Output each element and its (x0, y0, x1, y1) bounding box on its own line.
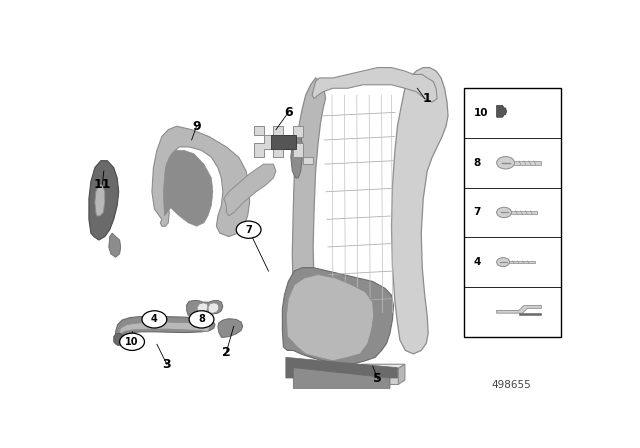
Polygon shape (497, 306, 541, 313)
Text: 11: 11 (93, 178, 111, 191)
Polygon shape (355, 368, 399, 384)
Polygon shape (292, 78, 326, 347)
Text: 498655: 498655 (492, 380, 531, 390)
Text: 10: 10 (474, 108, 488, 118)
Circle shape (120, 333, 145, 350)
Polygon shape (253, 126, 313, 164)
Polygon shape (293, 368, 390, 388)
Polygon shape (497, 106, 507, 117)
Polygon shape (509, 261, 535, 263)
Circle shape (189, 311, 214, 328)
Polygon shape (291, 137, 302, 178)
Polygon shape (392, 68, 448, 354)
Text: 4: 4 (474, 257, 481, 267)
Polygon shape (511, 211, 538, 214)
Polygon shape (355, 364, 405, 368)
Polygon shape (197, 303, 208, 313)
Polygon shape (163, 151, 213, 226)
Polygon shape (152, 126, 250, 237)
Polygon shape (114, 333, 122, 344)
Polygon shape (116, 317, 215, 345)
Text: 7: 7 (245, 225, 252, 235)
Text: 3: 3 (163, 358, 171, 371)
Polygon shape (208, 303, 219, 313)
Text: 5: 5 (373, 372, 382, 385)
Polygon shape (282, 267, 394, 364)
Polygon shape (399, 364, 405, 384)
Polygon shape (286, 358, 397, 378)
Text: 10: 10 (125, 337, 139, 347)
Polygon shape (286, 275, 374, 361)
Text: 8: 8 (474, 158, 481, 168)
Polygon shape (89, 161, 118, 240)
Text: 2: 2 (222, 346, 230, 359)
Polygon shape (218, 319, 243, 337)
Polygon shape (519, 313, 541, 315)
Text: 7: 7 (474, 207, 481, 217)
Polygon shape (312, 68, 437, 102)
Circle shape (497, 207, 511, 218)
FancyBboxPatch shape (465, 88, 561, 336)
Polygon shape (271, 135, 296, 149)
Polygon shape (109, 233, 121, 257)
Polygon shape (513, 161, 541, 165)
Text: 6: 6 (284, 106, 292, 119)
Polygon shape (224, 164, 276, 216)
Circle shape (142, 311, 167, 328)
Circle shape (236, 221, 261, 238)
Polygon shape (120, 322, 210, 341)
Text: 9: 9 (192, 120, 201, 133)
Polygon shape (95, 185, 105, 216)
Circle shape (497, 156, 515, 169)
Text: 1: 1 (423, 92, 431, 105)
Circle shape (497, 258, 509, 267)
Text: 8: 8 (198, 314, 205, 324)
Polygon shape (187, 301, 223, 315)
Text: 4: 4 (151, 314, 158, 324)
